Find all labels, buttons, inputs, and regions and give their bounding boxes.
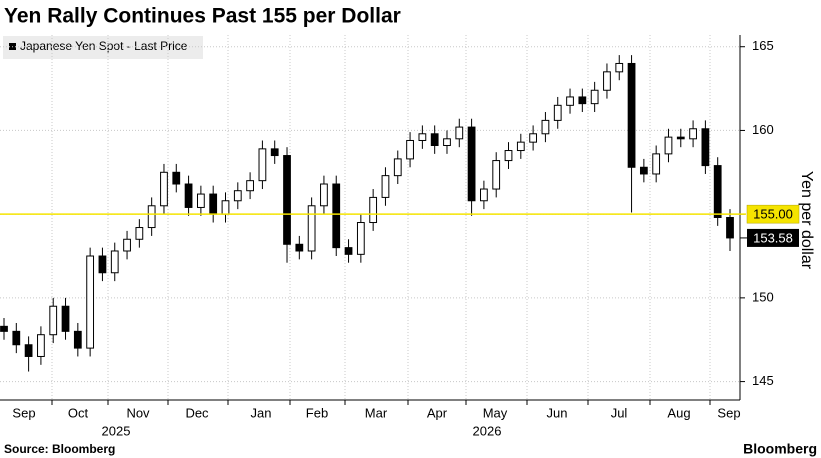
candle-body [147, 205, 156, 229]
candle-body [713, 165, 722, 218]
candle-body [12, 330, 21, 346]
reference-label-box [746, 204, 800, 224]
candle-body [344, 247, 353, 255]
candle-body [639, 166, 648, 175]
last-price-box [747, 228, 799, 247]
candle-body [295, 243, 304, 252]
candle-body [467, 126, 476, 202]
candle-body [701, 128, 710, 167]
x-tick-label: Aug [667, 405, 690, 420]
candle-body [381, 175, 390, 198]
candle-body [86, 255, 95, 349]
y-axis-title: Yen per dollar [798, 171, 815, 270]
candle-body [110, 250, 119, 274]
reference-label: 155.00 [753, 207, 793, 222]
candle-body [529, 133, 538, 143]
candle-body [332, 183, 341, 249]
candle-body [49, 305, 58, 336]
y-tick-label: 160 [752, 122, 774, 137]
candle-body [270, 148, 279, 157]
candle-body [443, 138, 451, 147]
x-tick-label: Sep [12, 405, 35, 420]
candle-body [172, 171, 181, 185]
candle-body [603, 71, 611, 91]
candle-body [627, 62, 636, 168]
vertical-grid [51, 35, 711, 400]
candle-body [98, 255, 107, 274]
candle-body [516, 141, 525, 152]
candle-body [356, 222, 365, 255]
candle-body [369, 196, 378, 224]
candle-body [430, 133, 439, 147]
candle-body [480, 188, 488, 202]
year-label: 2025 [102, 423, 131, 438]
x-tick-label: Mar [365, 405, 388, 420]
x-tick-label: Nov [126, 405, 150, 420]
x-tick-label: Feb [306, 405, 328, 420]
brand: Bloomberg [743, 441, 817, 457]
candle-body [61, 305, 70, 332]
x-tick-label: Apr [427, 405, 448, 420]
candle-body [160, 171, 168, 207]
candle-body [307, 205, 316, 252]
candle-body [418, 133, 427, 141]
x-tick-label: May [483, 405, 508, 420]
candle-body [37, 334, 45, 357]
candle-body [233, 190, 242, 202]
x-tick-label: Jun [547, 405, 568, 420]
candle-body [455, 126, 464, 140]
x-tick-label: Oct [68, 405, 89, 420]
last-price-label: 153.58 [753, 230, 793, 245]
candle-body [590, 89, 599, 105]
x-tick-label: Dec [185, 405, 209, 420]
x-tick-label: Jan [251, 405, 272, 420]
candle-body [664, 136, 673, 155]
candle-body [492, 160, 501, 190]
candle-body [676, 136, 685, 140]
legend-label: Japanese Yen Spot - Last Price [20, 39, 188, 53]
candle-body [726, 217, 734, 239]
y-tick-label: 165 [752, 38, 774, 53]
candle-body [258, 148, 267, 182]
candle-body [24, 344, 33, 357]
candle-body [393, 158, 402, 177]
candle-body [566, 96, 574, 106]
chart-title: Yen Rally Continues Past 155 per Dollar [4, 5, 401, 28]
candle-body [0, 325, 8, 332]
candle-body [553, 104, 562, 121]
candle-body [209, 193, 218, 215]
candle-body [123, 238, 131, 252]
y-tick-label: 145 [752, 373, 774, 388]
candle-body [221, 200, 230, 215]
source: Source: Bloomberg [4, 442, 115, 456]
year-label: 2026 [473, 423, 502, 438]
candle-body [196, 193, 205, 208]
candle-body [615, 62, 624, 73]
candle-body [406, 139, 414, 160]
candle-body [689, 128, 697, 140]
y-tick-label: 150 [752, 289, 774, 304]
legend-box [3, 36, 203, 59]
candle-body [73, 330, 82, 349]
candle-body [283, 155, 291, 245]
x-tick-label: Jul [611, 405, 628, 420]
candle-body [246, 180, 254, 192]
candle-body [504, 150, 513, 162]
candle-body [578, 96, 587, 105]
candle-body [135, 227, 144, 240]
candle-body [652, 153, 661, 175]
candle-body [184, 183, 193, 208]
candle-body [320, 183, 328, 207]
x-tick-label: Sep [717, 405, 740, 420]
candle-body [541, 119, 550, 135]
